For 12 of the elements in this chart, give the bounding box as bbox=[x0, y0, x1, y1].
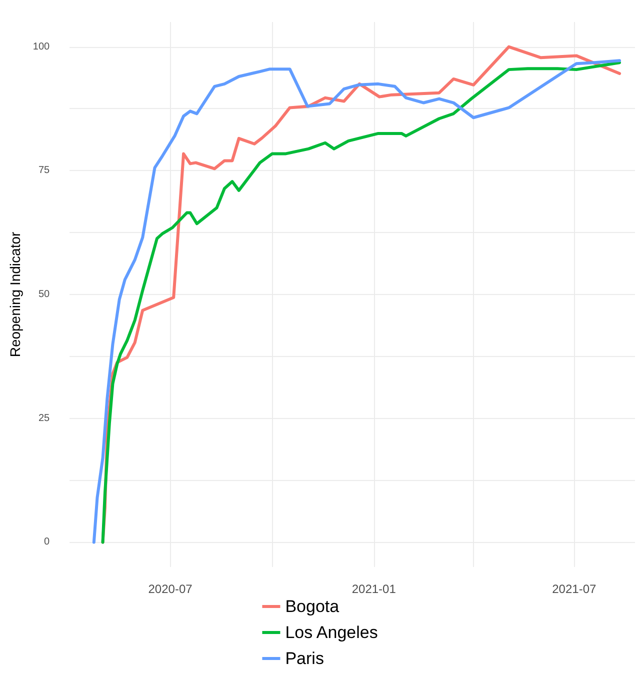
y-tick-label: 100 bbox=[32, 41, 50, 52]
legend-label: Los Angeles bbox=[285, 623, 378, 642]
y-tick-label: 0 bbox=[44, 536, 50, 548]
x-tick-label: 2021-01 bbox=[352, 582, 396, 596]
y-tick-label: 75 bbox=[38, 165, 50, 176]
y-tick-label: 50 bbox=[38, 289, 50, 300]
x-tick-label: 2021-07 bbox=[552, 582, 596, 596]
y-axis-title: Reopening Indicator bbox=[7, 232, 23, 358]
x-tick-label: 2020-07 bbox=[148, 582, 193, 596]
legend-label: Paris bbox=[285, 649, 324, 668]
legend-label: Bogota bbox=[285, 597, 340, 616]
y-tick-label: 25 bbox=[38, 412, 50, 424]
